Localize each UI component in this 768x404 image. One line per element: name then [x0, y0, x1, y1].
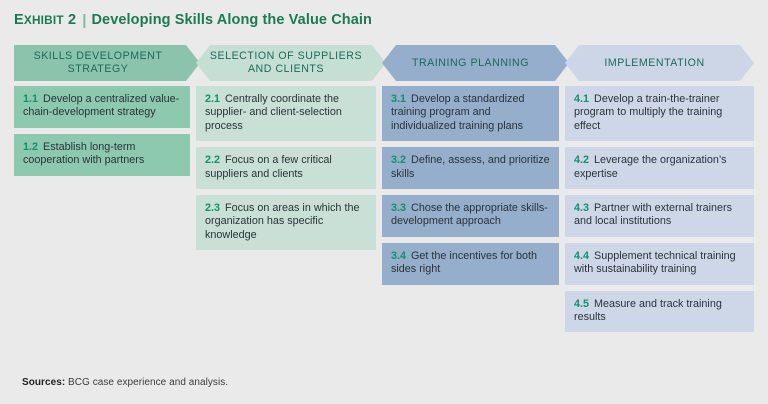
value-chain-stage-training-planning[interactable]: TRAINING PLANNING	[382, 45, 569, 81]
action-item[interactable]: 1.2 Establish long-term cooperation with…	[14, 133, 190, 176]
action-item-number: 2.2	[205, 154, 221, 167]
action-item-number: 4.3	[574, 202, 590, 215]
action-item[interactable]: 4.4 Supplement technical training with s…	[565, 242, 754, 285]
column-skills-development-strategy: 1.1 Develop a centralized value-chain-de…	[14, 86, 190, 182]
action-item-text: Chose the appropriate skills-development…	[391, 202, 548, 228]
title-separator: |	[82, 11, 87, 29]
action-item-text: Define, assess, and prioritize skills	[391, 154, 550, 180]
value-chain-arrow-band: SKILLS DEVELOPMENT STRATEGY SELECTION OF …	[14, 45, 754, 81]
action-item[interactable]: 4.1 Develop a train-the-trainer program …	[565, 86, 754, 142]
action-item[interactable]: 2.2 Focus on a few critical suppliers an…	[196, 147, 376, 190]
action-item-number: 4.1	[574, 93, 590, 105]
action-item-text: Focus on areas in which the organization…	[205, 202, 360, 241]
action-item-text: Measure and track training results	[574, 297, 722, 324]
column-selection-of-suppliers-and-clients: 2.1 Centrally coordinate the supplier- a…	[196, 86, 376, 256]
action-item-text: Centrally coordinate the supplier- and c…	[205, 93, 342, 132]
stage-label: SELECTION OF SUPPLIERS AND CLIENTS	[209, 50, 363, 75]
action-item-number: 1.2	[23, 140, 39, 153]
action-item[interactable]: 1.1 Develop a centralized value-chain-de…	[14, 86, 190, 128]
action-item-number: 4.5	[574, 297, 590, 310]
stage-label: SKILLS DEVELOPMENT STRATEGY	[33, 50, 163, 75]
action-item-text: Focus on a few critical suppliers and cl…	[205, 154, 332, 180]
sources-text: BCG case experience and analysis.	[68, 377, 229, 388]
exhibit-number: 2	[67, 12, 77, 28]
action-item[interactable]: 4.3 Partner with external trainers and l…	[565, 195, 754, 237]
action-item-text: Establish long-term cooperation with par…	[23, 140, 145, 167]
action-item-text: Develop a train-the-trainer program to m…	[574, 93, 723, 132]
page-title: EXHIBIT 2 | Developing Skills Along the …	[14, 9, 372, 31]
action-item-text: Supplement technical training with susta…	[574, 249, 736, 276]
action-item[interactable]: 3.2 Define, assess, and prioritize skill…	[382, 147, 559, 190]
action-item[interactable]: 3.3 Chose the appropriate skills-develop…	[382, 195, 559, 237]
value-chain-stage-implementation[interactable]: IMPLEMENTATION	[565, 45, 754, 81]
action-item-number: 3.3	[391, 202, 407, 215]
stage-label: TRAINING PLANNING	[411, 56, 530, 69]
action-item[interactable]: 3.4 Get the incentives for both sides ri…	[382, 242, 559, 285]
stage-label: IMPLEMENTATION	[604, 56, 705, 69]
action-item-text: Get the incentives for both sides right	[391, 249, 538, 276]
value-chain-stage-skills-development-strategy[interactable]: SKILLS DEVELOPMENT STRATEGY	[14, 45, 200, 81]
action-item-number: 2.1	[205, 93, 221, 105]
sources-label: Sources:	[22, 377, 66, 388]
action-item-text: Partner with external trainers and local…	[574, 202, 733, 228]
title-heading: Developing Skills Along the Value Chain	[91, 12, 372, 28]
column-implementation: 4.1 Develop a train-the-trainer program …	[565, 86, 754, 338]
columns-container: 1.1 Develop a centralized value-chain-de…	[14, 86, 754, 356]
exhibit-label-cap: E	[14, 12, 24, 28]
exhibit-label: EXHIBIT 2	[14, 12, 76, 28]
action-item[interactable]: 4.5 Measure and track training results	[565, 290, 754, 333]
value-chain-stage-selection-of-suppliers-and-clients[interactable]: SELECTION OF SUPPLIERS AND CLIENTS	[196, 45, 386, 81]
action-item-text: Develop a centralized value-chain-develo…	[23, 93, 180, 119]
action-item[interactable]: 2.1 Centrally coordinate the supplier- a…	[196, 86, 376, 142]
action-item-number: 2.3	[205, 202, 221, 215]
action-item[interactable]: 3.1 Develop a standardized training prog…	[382, 86, 559, 142]
action-item[interactable]: 2.3 Focus on areas in which the organiza…	[196, 195, 376, 251]
sources-note: Sources: BCG case experience and analysi…	[22, 377, 228, 388]
action-item-number: 3.4	[391, 249, 407, 262]
exhibit-label-rest: XHIBIT	[23, 13, 64, 27]
action-item-number: 4.4	[574, 249, 590, 262]
action-item-text: Develop a standardized training program …	[391, 93, 525, 132]
action-item-number: 1.1	[23, 93, 39, 105]
action-item-text: Leverage the organization’s expertise	[574, 154, 727, 180]
action-item-number: 4.2	[574, 154, 590, 167]
action-item[interactable]: 4.2 Leverage the organization’s expertis…	[565, 147, 754, 190]
action-item-number: 3.2	[391, 154, 407, 167]
column-training-planning: 3.1 Develop a standardized training prog…	[382, 86, 559, 291]
action-item-number: 3.1	[391, 93, 407, 105]
